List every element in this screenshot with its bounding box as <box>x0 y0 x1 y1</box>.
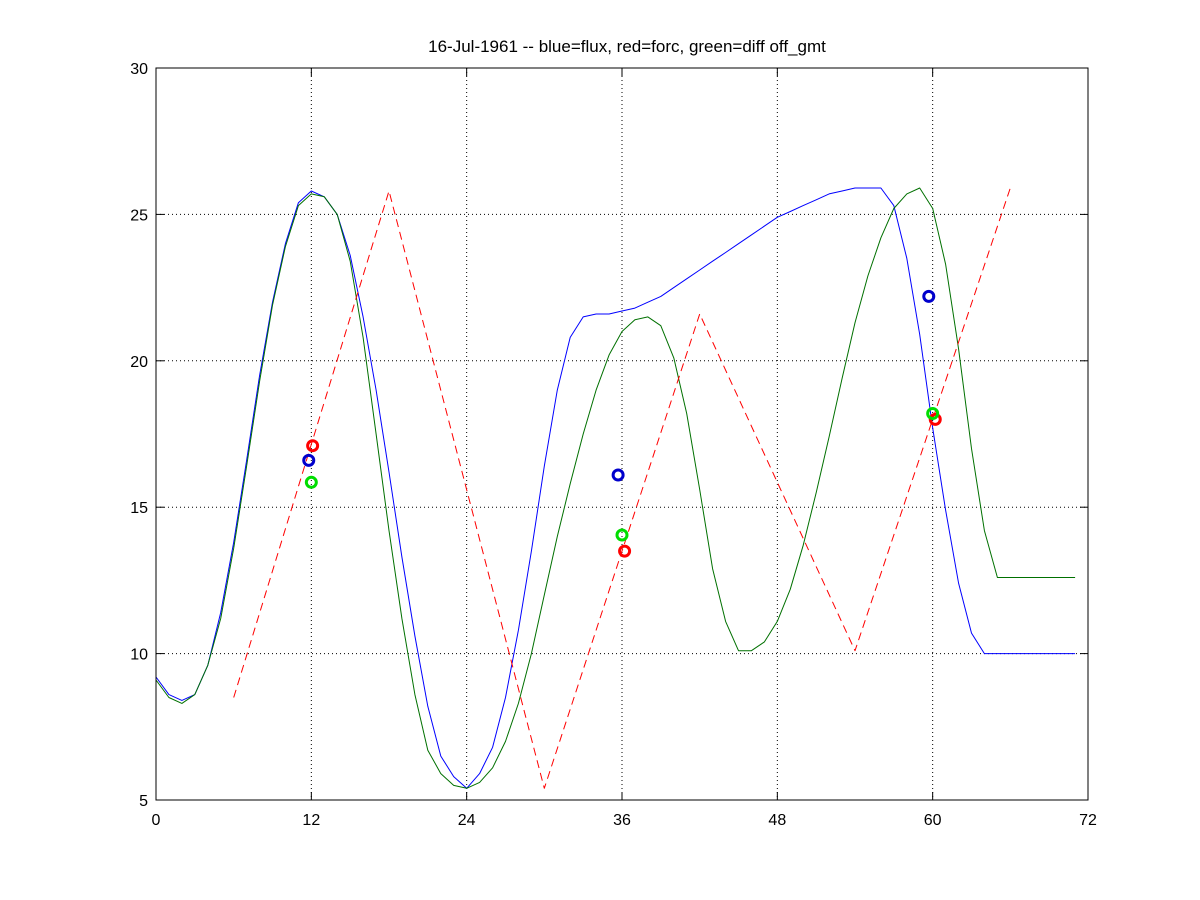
series-line-0 <box>155 187 1076 789</box>
marker-point <box>302 453 316 467</box>
series-line-1 <box>155 187 1076 789</box>
marker-point <box>618 544 632 558</box>
y-tick-label: 30 <box>130 61 148 78</box>
axis-ticks: 0 12 24 36 48 60 72 5 10 15 20 25 30 <box>130 61 1097 829</box>
y-tick-label: 10 <box>130 647 148 664</box>
marker-point <box>922 289 936 303</box>
y-tick-label: 25 <box>130 207 148 224</box>
gridlines <box>156 68 1088 800</box>
x-tick-label: 36 <box>613 812 631 829</box>
x-tick-label: 12 <box>302 812 320 829</box>
x-tick-label: 24 <box>458 812 476 829</box>
y-tick-label: 5 <box>139 793 148 810</box>
chart-title: 16-Jul-1961 -- blue=flux, red=forc, gree… <box>428 37 826 56</box>
series-group <box>155 187 1076 789</box>
x-tick-label: 60 <box>924 812 942 829</box>
x-tick-label: 0 <box>152 812 161 829</box>
x-tick-label: 72 <box>1079 812 1097 829</box>
x-tick-label: 48 <box>768 812 786 829</box>
series-line-2 <box>233 187 1011 789</box>
marker-point <box>306 439 320 453</box>
y-tick-label: 20 <box>130 354 148 371</box>
y-tick-label: 15 <box>130 500 148 517</box>
marker-point <box>926 407 940 421</box>
marker-point <box>304 475 318 489</box>
markers-group <box>302 289 942 558</box>
marker-point <box>615 528 629 542</box>
marker-point <box>611 468 625 482</box>
